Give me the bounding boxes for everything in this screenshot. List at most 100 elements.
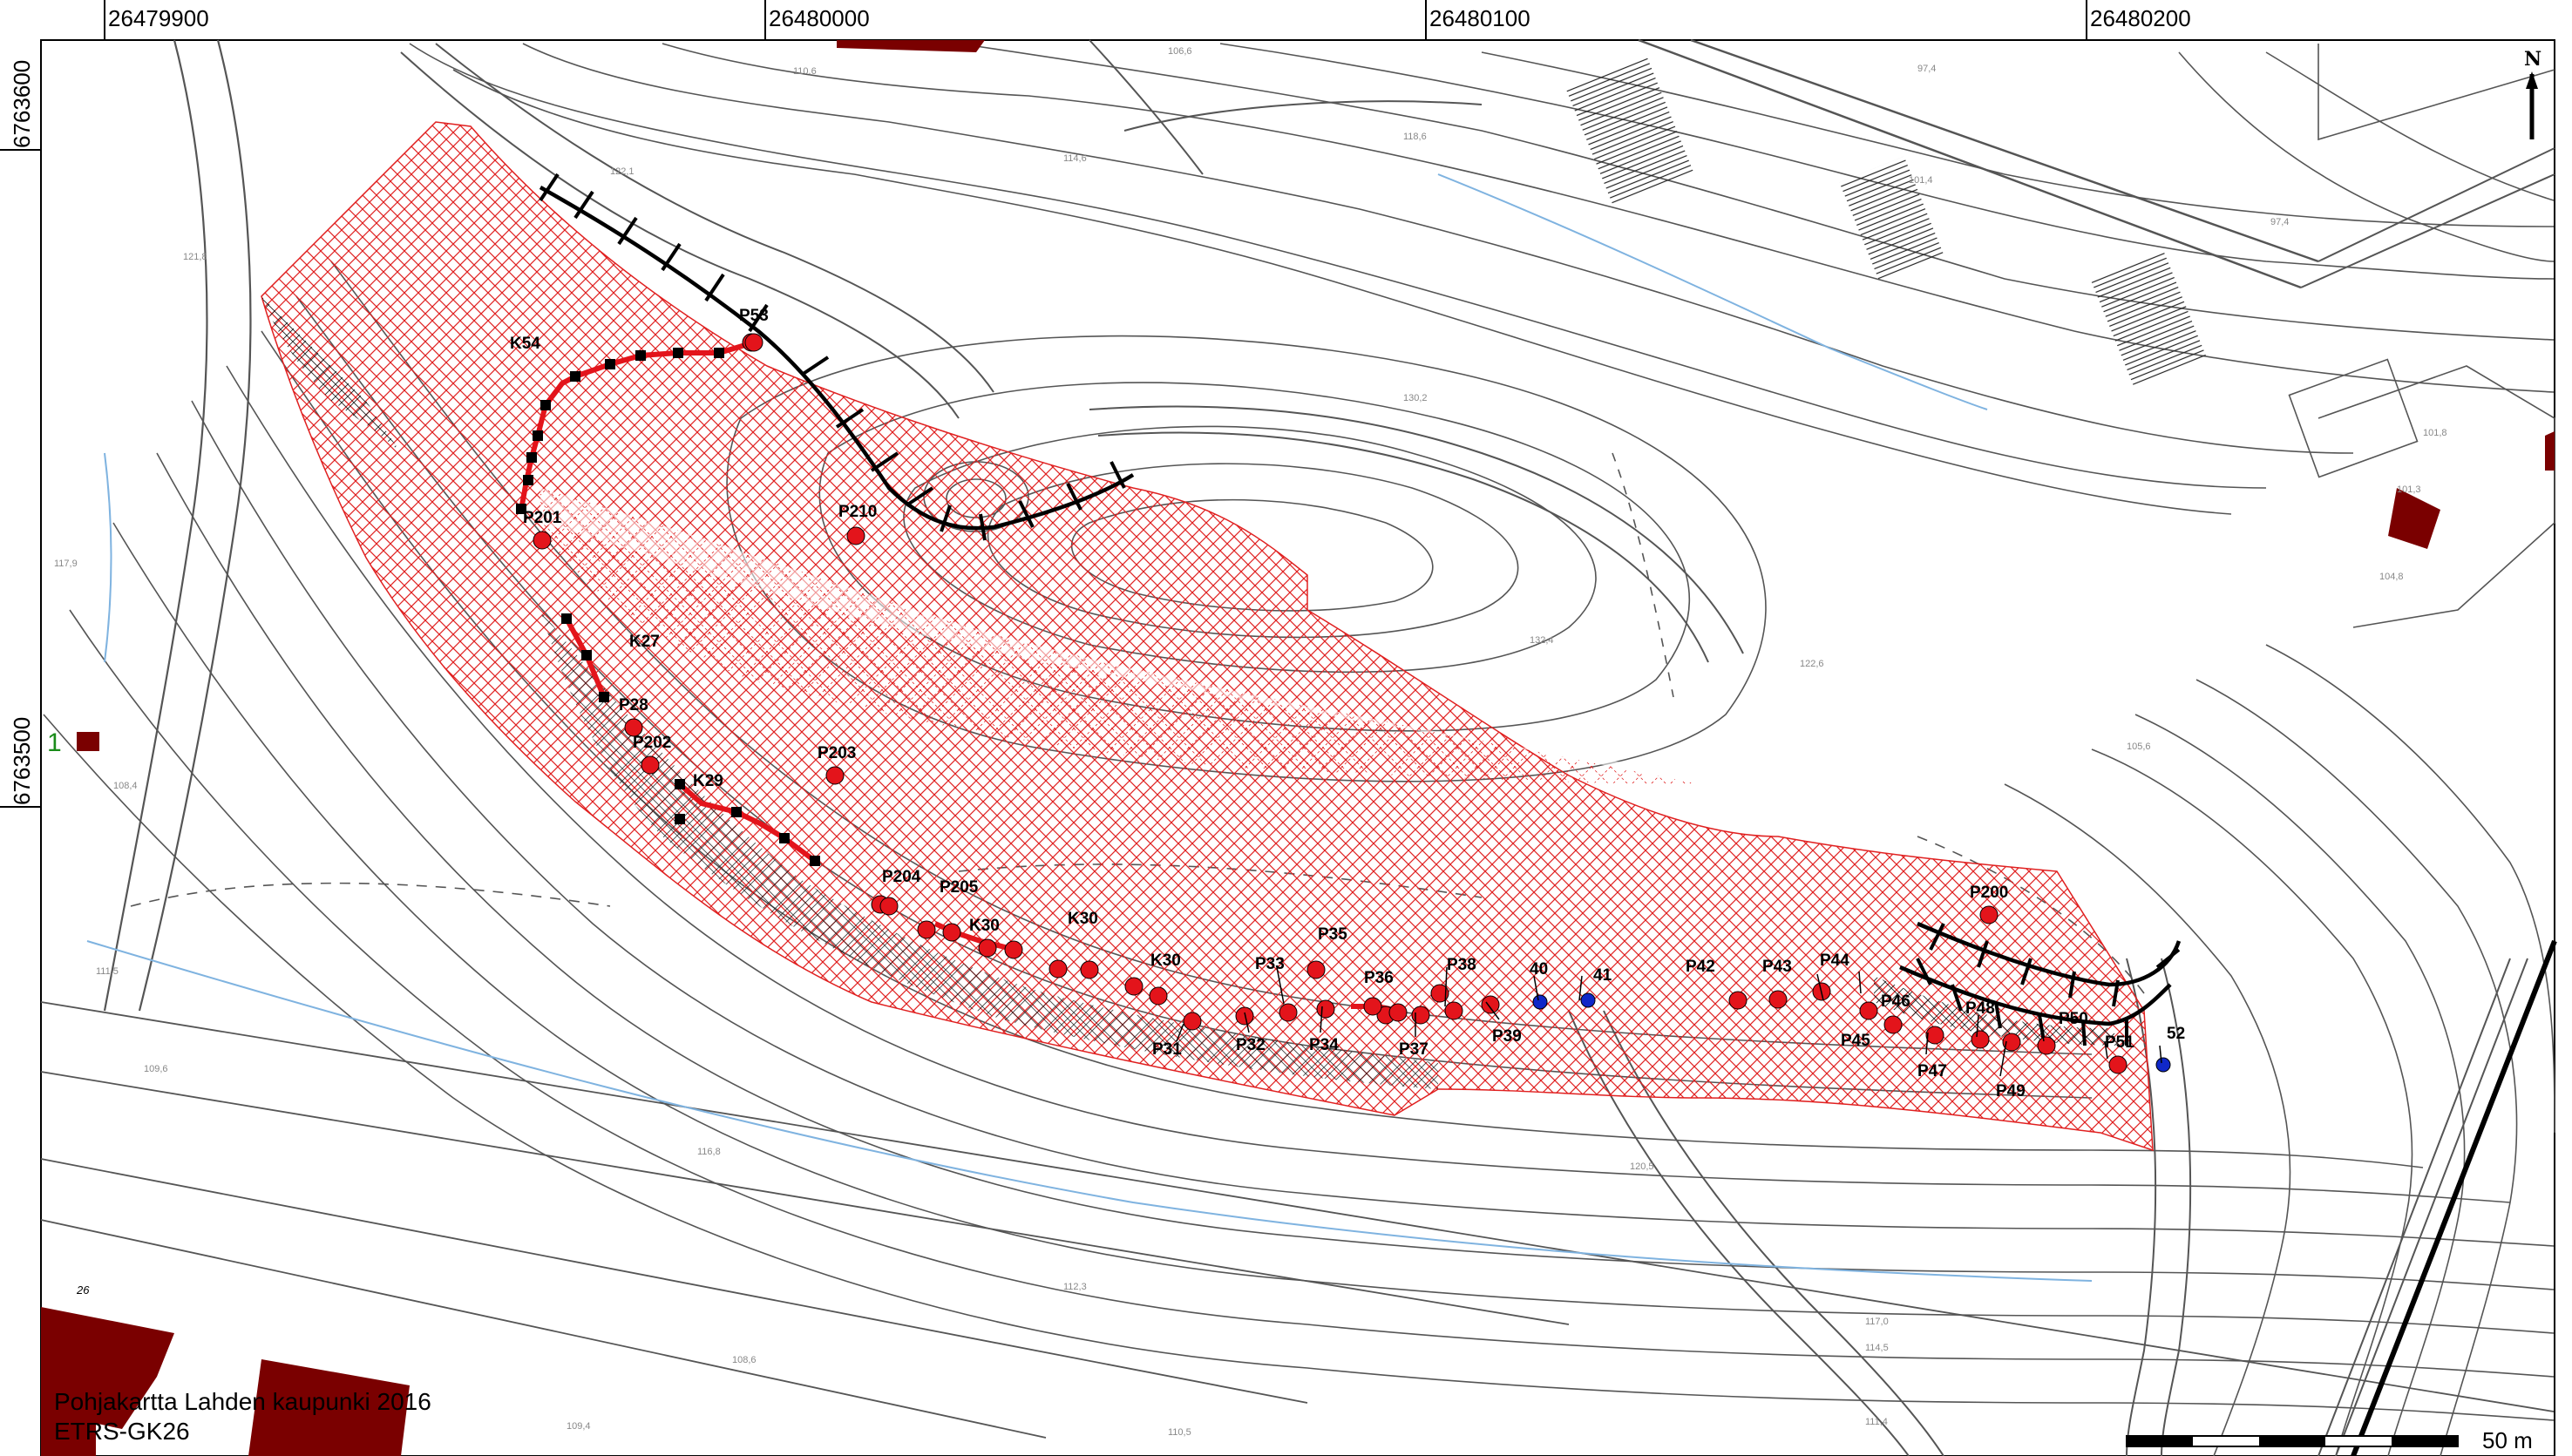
point-label-52: 52 <box>2167 1025 2185 1043</box>
svg-text:121,8: 121,8 <box>183 252 207 262</box>
point-label-p48: P48 <box>1965 999 1995 1018</box>
coord-y-2: 6763500 <box>9 717 35 805</box>
svg-text:117,0: 117,0 <box>1865 1317 1889 1327</box>
label-k29: K29 <box>693 772 723 790</box>
sample-point-p33 <box>1279 1003 1298 1022</box>
point-label-40: 40 <box>1530 960 1548 979</box>
svg-text:97,4: 97,4 <box>1917 64 1936 74</box>
svg-text:118,6: 118,6 <box>1403 132 1427 142</box>
sample-point-extra <box>1004 940 1023 959</box>
buildings <box>41 40 2555 1456</box>
sample-point-extra <box>1363 997 1382 1016</box>
sample-point-extra <box>1149 986 1168 1006</box>
coord-x-1: 26479900 <box>108 5 209 31</box>
scale-bar: 50 m <box>2126 1427 2533 1453</box>
point-label-41: 41 <box>1593 966 1612 985</box>
svg-text:104,8: 104,8 <box>2379 572 2404 582</box>
point-label-p203: P203 <box>818 744 856 762</box>
svg-text:112,3: 112,3 <box>1063 1282 1087 1292</box>
sample-point-p31 <box>1183 1012 1202 1031</box>
point-label-p35: P35 <box>1318 925 1347 944</box>
sample-point-extra <box>917 920 936 939</box>
point-label-p50: P50 <box>2059 1010 2088 1028</box>
svg-text:114,6: 114,6 <box>1063 153 1087 164</box>
svg-text:110,6: 110,6 <box>793 66 817 77</box>
point-label-p39: P39 <box>1492 1027 1522 1046</box>
sample-point-p200 <box>1979 905 1999 924</box>
point-label-p201: P201 <box>523 509 562 527</box>
point-label-p202: P202 <box>633 734 671 752</box>
sample-point-p202 <box>641 755 660 775</box>
point-labels: P53 P201 P210 P28 P202 P203 P204 P205 P31 P32 P33 P… <box>523 307 2185 1100</box>
profile-nodes <box>516 348 820 866</box>
svg-text:122,1: 122,1 <box>610 166 635 177</box>
sample-point-p49 <box>2002 1033 2021 1052</box>
svg-text:132,4: 132,4 <box>1530 635 1554 646</box>
sample-point-p43 <box>1768 990 1788 1009</box>
block-number: 26 <box>76 1283 90 1297</box>
stair-blocks <box>1566 58 2207 386</box>
sample-point-p210 <box>846 526 865 545</box>
sample-point-p53 <box>744 333 763 352</box>
point-label-p51: P51 <box>2105 1033 2134 1052</box>
sample-point-p28 <box>624 718 643 737</box>
sample-point-52 <box>2155 1057 2171 1073</box>
tick-lines <box>539 186 2182 1026</box>
svg-text:101,3: 101,3 <box>2397 484 2421 495</box>
sample-point-p201 <box>533 531 552 550</box>
point-label-p45: P45 <box>1841 1032 1870 1050</box>
svg-text:130,2: 130,2 <box>1403 393 1428 403</box>
point-label-p33: P33 <box>1255 955 1285 973</box>
label-k30-a: K30 <box>969 917 1000 935</box>
label-k54: K54 <box>510 335 540 353</box>
svg-text:108,4: 108,4 <box>113 781 138 791</box>
label-k30-b: K30 <box>1068 910 1098 928</box>
study-area <box>261 121 2154 1152</box>
svg-text:117,9: 117,9 <box>54 559 78 569</box>
point-label-p46: P46 <box>1881 992 1910 1011</box>
sample-point-p37 <box>1411 1006 1430 1025</box>
point-label-p38: P38 <box>1447 956 1476 974</box>
svg-text:114,5: 114,5 <box>1865 1343 1889 1353</box>
svg-text:109,6: 109,6 <box>144 1064 168 1074</box>
sample-point-p38 <box>1444 1001 1463 1020</box>
svg-text:111,5: 111,5 <box>96 966 119 977</box>
label-k27: K27 <box>629 633 660 651</box>
sample-point-p205 <box>942 923 961 942</box>
sample-point-40 <box>1532 994 1548 1010</box>
point-label-p34: P34 <box>1309 1036 1339 1054</box>
sample-point-extra <box>1048 959 1068 979</box>
sample-point-p204 <box>879 897 899 916</box>
svg-text:106,6: 106,6 <box>1168 46 1192 57</box>
sample-point-p36 <box>1388 1003 1408 1022</box>
coordinate-labels: 26479900 26480000 26480100 26480200 6763… <box>0 0 2191 808</box>
sample-point-p51 <box>2108 1055 2127 1074</box>
svg-text:97,4: 97,4 <box>2270 217 2289 227</box>
sample-point-p203 <box>825 766 845 785</box>
label-k30-c: K30 <box>1150 951 1181 970</box>
credits: Pohjakartta Lahden kaupunki 2016 ETRS-GK… <box>54 1388 431 1445</box>
svg-text:109,4: 109,4 <box>567 1421 591 1432</box>
leader-lines <box>1176 966 2162 1077</box>
sample-point-41 <box>1580 992 1596 1008</box>
point-label-p47: P47 <box>1917 1062 1947 1080</box>
svg-text:101,4: 101,4 <box>1909 175 1933 186</box>
sample-points <box>533 333 2171 1074</box>
point-label-p210: P210 <box>838 503 877 521</box>
point-label-p28: P28 <box>619 696 648 714</box>
svg-text:N: N <box>2524 48 2541 71</box>
sample-point-extra <box>1430 984 1449 1003</box>
sample-point-p45 <box>1859 1001 1878 1020</box>
svg-text:116,8: 116,8 <box>697 1147 721 1157</box>
water-lines <box>86 173 2093 1282</box>
svg-text:122,6: 122,6 <box>1800 659 1824 669</box>
sample-point-p50 <box>2037 1036 2056 1055</box>
tick-marks <box>539 173 2181 1046</box>
svg-text:110,5: 110,5 <box>1168 1427 1191 1438</box>
point-label-p53: P53 <box>739 307 769 325</box>
point-label-p37: P37 <box>1399 1040 1429 1059</box>
svg-text:108,6: 108,6 <box>732 1355 757 1365</box>
coord-x-2: 26480000 <box>769 5 870 31</box>
sample-point-p48 <box>1971 1030 1990 1049</box>
